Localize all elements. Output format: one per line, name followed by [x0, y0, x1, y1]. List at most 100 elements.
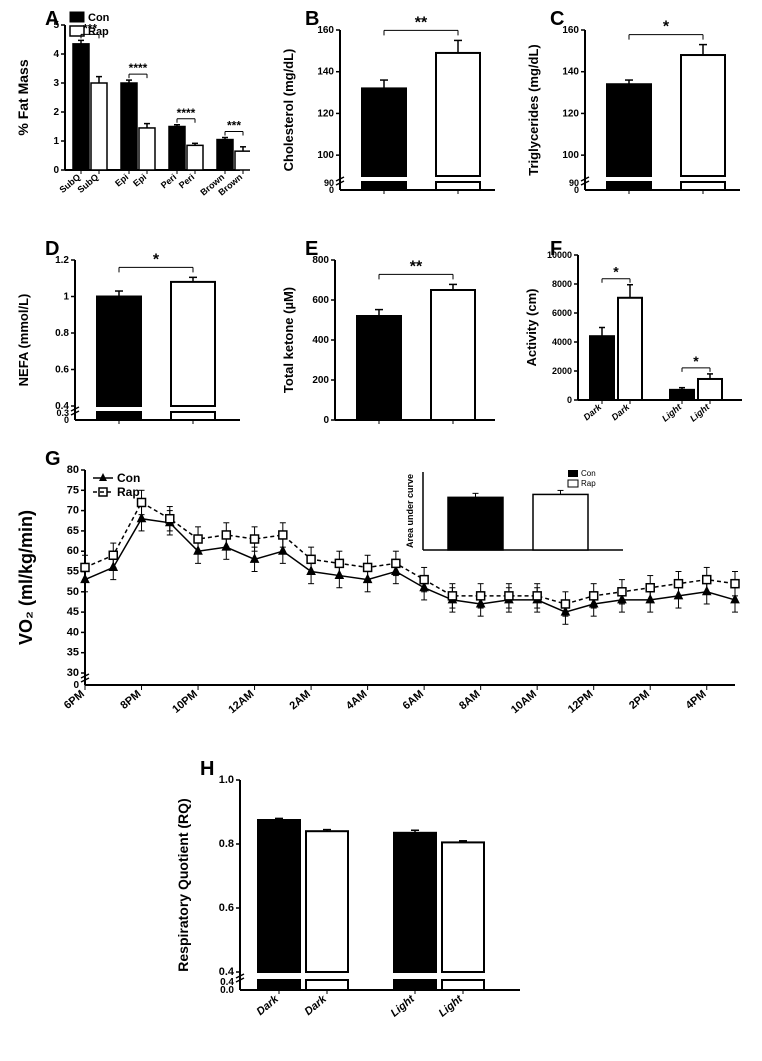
- svg-text:80: 80: [67, 464, 79, 476]
- svg-text:0.8: 0.8: [219, 838, 234, 850]
- panel-g-label: G: [45, 448, 61, 471]
- panel-b-chart: 100120140160090Cholesterol (mg/dL)**: [275, 10, 505, 210]
- svg-text:Triglycerides (mg/dL): Triglycerides (mg/dL): [526, 44, 541, 175]
- svg-text:****: ****: [177, 106, 196, 120]
- svg-text:Epi: Epi: [131, 172, 148, 189]
- panel-f-label: F: [550, 238, 562, 261]
- svg-text:*: *: [613, 264, 619, 280]
- svg-text:55: 55: [67, 566, 79, 578]
- svg-text:Epi: Epi: [113, 172, 130, 189]
- panel-h-chart: 0.40.60.81.00.00.4Respiratory Quotient (…: [170, 760, 530, 1040]
- panel-e-chart: 0200400600800Total ketone (µM)**: [275, 240, 505, 440]
- svg-text:Light: Light: [660, 401, 684, 423]
- svg-text:45: 45: [67, 606, 79, 618]
- svg-text:90: 90: [324, 178, 334, 188]
- svg-text:6AM: 6AM: [401, 688, 427, 712]
- svg-text:Con: Con: [581, 469, 596, 478]
- svg-text:1: 1: [63, 292, 69, 303]
- svg-text:4: 4: [53, 49, 59, 60]
- panel-d: D 0.40.60.811.200.3NEFA (mmol/L)*: [10, 240, 250, 445]
- panel-c-label: C: [550, 8, 564, 31]
- svg-text:8PM: 8PM: [118, 688, 143, 712]
- svg-text:120: 120: [562, 108, 579, 119]
- svg-text:Rap: Rap: [117, 485, 140, 499]
- svg-text:1: 1: [53, 136, 59, 147]
- svg-text:400: 400: [312, 335, 329, 346]
- svg-text:8AM: 8AM: [457, 688, 483, 712]
- panel-b: B 100120140160090Cholesterol (mg/dL)**: [275, 10, 505, 215]
- panel-c: C 100120140160090Triglycerides (mg/dL)*: [520, 10, 750, 215]
- svg-text:2PM: 2PM: [627, 688, 652, 712]
- svg-text:Light: Light: [389, 992, 418, 1019]
- svg-text:0.6: 0.6: [219, 902, 234, 914]
- panel-e-label: E: [305, 238, 318, 261]
- svg-text:2AM: 2AM: [288, 688, 314, 712]
- svg-text:Light: Light: [437, 992, 466, 1019]
- svg-text:4AM: 4AM: [344, 688, 370, 712]
- svg-text:Con: Con: [117, 471, 140, 485]
- panel-h-label: H: [200, 758, 214, 781]
- svg-text:10PM: 10PM: [170, 688, 200, 716]
- svg-text:Respiratory Quotient (RQ): Respiratory Quotient (RQ): [175, 798, 191, 971]
- svg-text:0.6: 0.6: [55, 365, 69, 376]
- svg-text:60: 60: [67, 545, 79, 557]
- svg-text:NEFA (mmol/L): NEFA (mmol/L): [16, 294, 31, 387]
- panel-a-chart: 012345% Fat MassConRapSubQSubQEpiEpiPeri…: [10, 10, 250, 230]
- panel-h: H 0.40.60.81.00.00.4Respiratory Quotient…: [170, 760, 530, 1045]
- panel-g-chart: 30354045505560657075800VO₂ (ml/kg/min)6P…: [10, 450, 750, 740]
- panel-b-label: B: [305, 8, 319, 31]
- svg-text:2000: 2000: [552, 366, 572, 376]
- svg-text:1.0: 1.0: [219, 774, 234, 786]
- svg-text:Total ketone (µM): Total ketone (µM): [281, 287, 296, 393]
- svg-text:VO₂ (ml/kg/min): VO₂ (ml/kg/min): [16, 510, 36, 645]
- svg-text:160: 160: [317, 25, 334, 36]
- svg-text:4000: 4000: [552, 337, 572, 347]
- svg-text:Activity (cm): Activity (cm): [524, 288, 539, 366]
- svg-text:3: 3: [53, 78, 59, 89]
- svg-text:4PM: 4PM: [684, 688, 709, 712]
- svg-text:***: ***: [83, 21, 97, 35]
- svg-text:120: 120: [317, 108, 334, 119]
- svg-text:70: 70: [67, 505, 79, 517]
- svg-text:75: 75: [67, 484, 79, 496]
- svg-text:% Fat Mass: % Fat Mass: [15, 59, 31, 135]
- svg-text:**: **: [410, 258, 423, 275]
- svg-text:50: 50: [67, 586, 79, 598]
- panel-e: E 0200400600800Total ketone (µM)**: [275, 240, 505, 445]
- svg-text:12AM: 12AM: [226, 688, 256, 716]
- svg-text:8000: 8000: [552, 279, 572, 289]
- svg-text:0: 0: [53, 165, 59, 176]
- svg-text:0.3: 0.3: [56, 408, 69, 418]
- svg-text:*: *: [153, 251, 160, 268]
- svg-text:200: 200: [312, 375, 329, 386]
- svg-text:0.8: 0.8: [55, 328, 69, 339]
- svg-text:600: 600: [312, 295, 329, 306]
- svg-text:30: 30: [67, 667, 79, 679]
- svg-text:Rap: Rap: [581, 479, 596, 488]
- svg-text:Dark: Dark: [302, 993, 329, 1018]
- svg-text:140: 140: [317, 67, 334, 78]
- svg-text:Light: Light: [688, 401, 712, 423]
- panel-a: A 012345% Fat MassConRapSubQSubQEpiEpiPe…: [10, 10, 250, 235]
- svg-text:0: 0: [323, 415, 329, 426]
- svg-text:Dark: Dark: [254, 993, 281, 1018]
- svg-text:Cholesterol (mg/dL): Cholesterol (mg/dL): [281, 49, 296, 172]
- svg-text:Area under curve: Area under curve: [405, 474, 415, 548]
- svg-text:6000: 6000: [552, 308, 572, 318]
- svg-text:0: 0: [567, 395, 572, 405]
- panel-f: F 0200040006000800010000Activity (cm)Dar…: [520, 240, 750, 445]
- svg-text:12PM: 12PM: [566, 688, 596, 716]
- svg-text:**: **: [415, 14, 428, 31]
- panel-c-chart: 100120140160090Triglycerides (mg/dL)*: [520, 10, 750, 210]
- svg-text:100: 100: [562, 150, 579, 161]
- svg-text:Peri: Peri: [177, 172, 196, 191]
- svg-text:*: *: [693, 353, 699, 369]
- svg-text:2: 2: [53, 107, 59, 118]
- svg-text:160: 160: [562, 25, 579, 36]
- svg-text:65: 65: [67, 525, 79, 537]
- svg-text:Peri: Peri: [159, 172, 178, 191]
- panel-f-chart: 0200040006000800010000Activity (cm)DarkD…: [520, 240, 750, 440]
- svg-text:90: 90: [569, 178, 579, 188]
- svg-text:*: *: [663, 19, 670, 36]
- svg-text:100: 100: [317, 150, 334, 161]
